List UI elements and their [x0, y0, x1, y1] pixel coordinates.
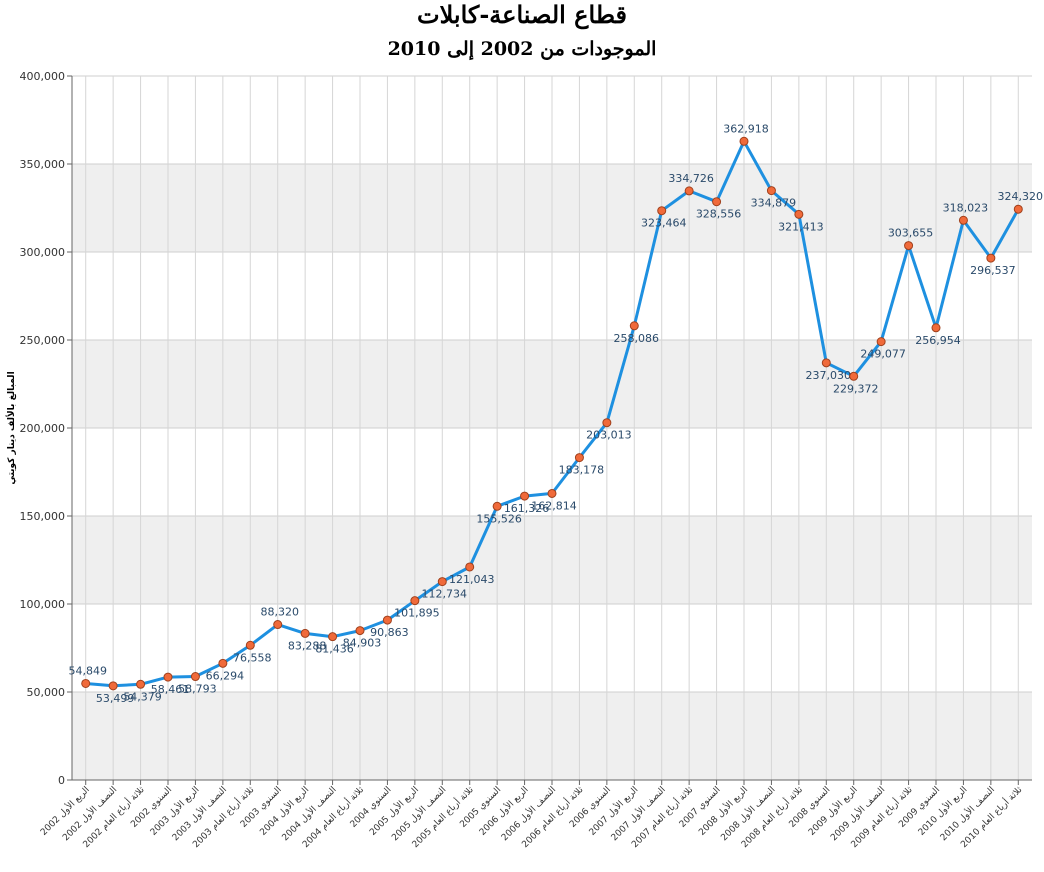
data-label: 121,043 [449, 573, 495, 586]
chart-subtitle: الموجودات من 2002 إلى 2010 [387, 38, 657, 60]
data-point [602, 418, 612, 428]
data-label: 362,918 [723, 122, 769, 135]
data-label: 324,320 [998, 190, 1044, 203]
data-point [300, 628, 310, 638]
data-label: 334,726 [668, 172, 714, 185]
data-point [410, 596, 420, 606]
data-label: 229,372 [833, 382, 879, 395]
data-point [108, 681, 118, 691]
data-point [629, 321, 639, 331]
y-tick-label: 50,000 [27, 686, 66, 699]
data-label: 258,086 [614, 332, 660, 345]
data-point [684, 186, 694, 196]
data-label: 296,537 [970, 264, 1016, 277]
data-label: 58,793 [178, 683, 217, 696]
data-point [904, 241, 914, 251]
data-label: 237,030 [806, 369, 852, 382]
data-label: 58,461 [151, 683, 190, 696]
data-point [163, 672, 173, 682]
data-point [876, 337, 886, 347]
data-point [657, 206, 667, 216]
data-label: 328,556 [696, 208, 742, 221]
data-point [986, 253, 996, 263]
y-tick-label: 350,000 [20, 158, 66, 171]
data-label: 334,879 [751, 197, 797, 210]
data-label: 88,320 [260, 606, 299, 619]
data-label: 83,288 [288, 639, 327, 652]
chart-title: قطاع الصناعة-كابلات [417, 0, 627, 29]
data-point [931, 323, 941, 333]
y-tick-label: 0 [58, 774, 65, 787]
data-point [328, 632, 338, 642]
data-point [821, 358, 831, 368]
data-point [958, 215, 968, 225]
data-point [437, 577, 447, 587]
data-point [849, 371, 859, 381]
data-label: 162,814 [531, 499, 577, 512]
data-label: 101,895 [394, 607, 440, 620]
data-point [739, 136, 749, 146]
data-label: 256,954 [915, 334, 961, 347]
data-label: 54,379 [123, 690, 162, 703]
y-tick-label: 250,000 [20, 334, 66, 347]
data-label: 81,436 [315, 643, 354, 656]
data-point [355, 626, 365, 636]
data-label: 66,294 [206, 669, 245, 682]
y-tick-label: 100,000 [20, 598, 66, 611]
data-label: 76,558 [233, 651, 272, 664]
data-point [382, 615, 392, 625]
data-point [547, 488, 557, 498]
data-point [81, 678, 91, 688]
data-point [273, 620, 283, 630]
data-label: 203,013 [586, 429, 632, 442]
data-point [794, 209, 804, 219]
data-label: 112,734 [422, 588, 468, 601]
data-label: 183,178 [559, 464, 605, 477]
data-point [245, 640, 255, 650]
data-point [136, 679, 146, 689]
data-label: 323,464 [641, 217, 687, 230]
y-tick-label: 150,000 [20, 510, 66, 523]
data-label: 155,526 [476, 512, 522, 525]
data-point [218, 658, 228, 668]
data-point [190, 672, 200, 682]
data-label: 303,655 [888, 227, 934, 240]
x-tick-label: الربع الأول 2002 [38, 784, 92, 838]
data-label: 318,023 [943, 201, 989, 214]
data-label: 249,077 [860, 348, 906, 361]
data-label: 84,903 [343, 637, 382, 650]
data-point [465, 562, 475, 572]
data-label: 161,326 [504, 502, 550, 515]
data-label: 53,499 [96, 692, 135, 705]
y-tick-label: 200,000 [20, 422, 66, 435]
data-label: 54,849 [68, 664, 107, 677]
y-axis-title: المبالغ بالألف دينار كويتي [5, 371, 17, 484]
data-label: 90,863 [370, 626, 409, 639]
data-point [492, 501, 502, 511]
data-point [766, 186, 776, 196]
data-point [574, 453, 584, 463]
data-point [1013, 204, 1023, 214]
data-point [520, 491, 530, 501]
data-label: 321,413 [778, 220, 824, 233]
data-point [712, 197, 722, 207]
y-tick-label: 300,000 [20, 246, 66, 259]
y-tick-label: 400,000 [20, 70, 66, 83]
